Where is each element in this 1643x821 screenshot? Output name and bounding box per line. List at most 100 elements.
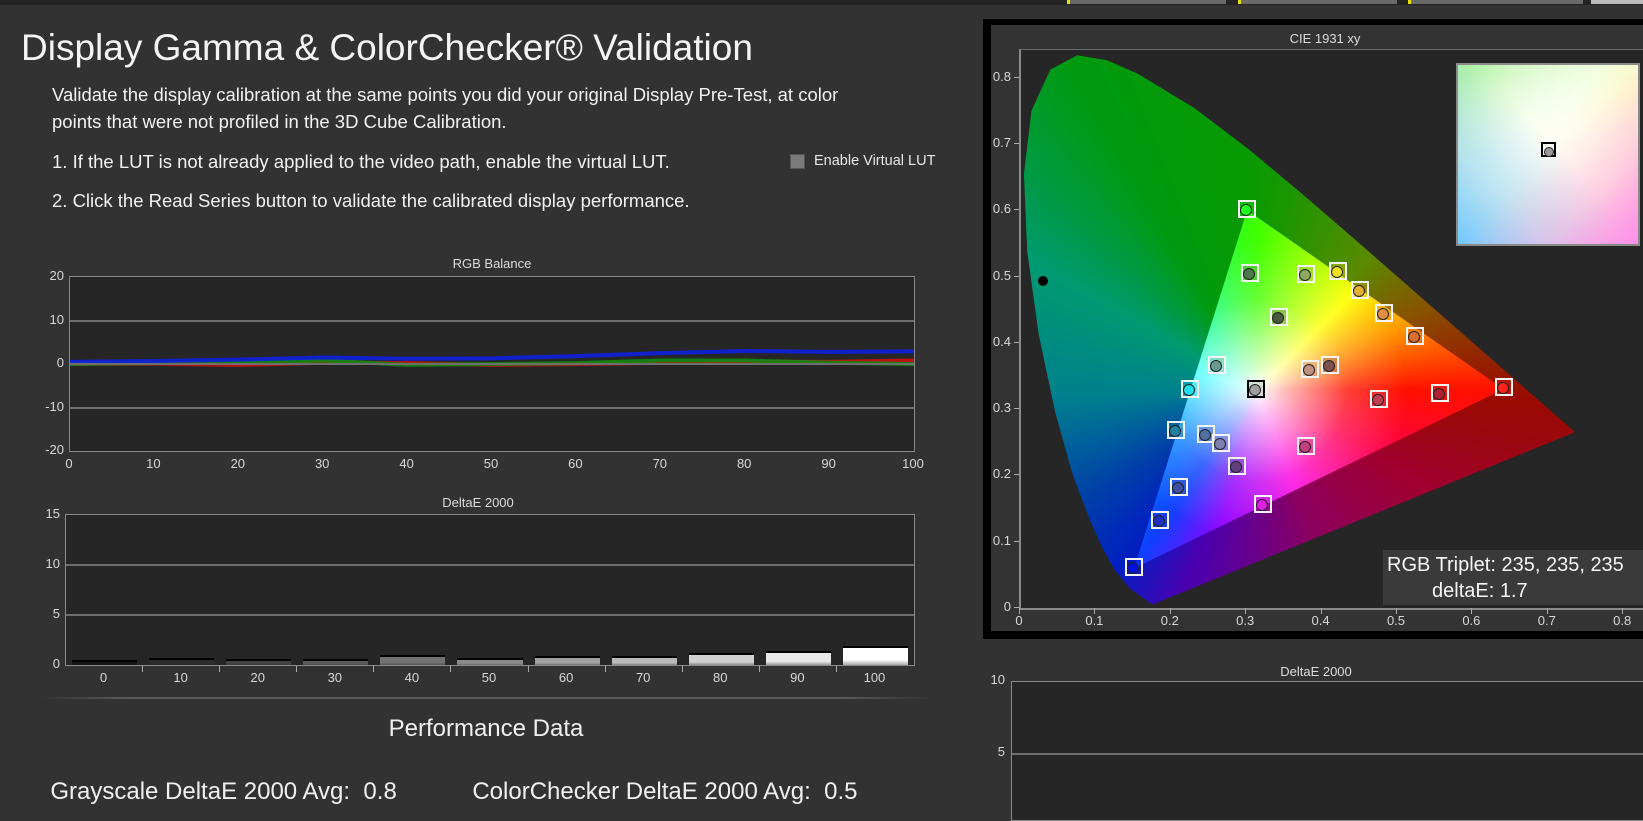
y-tick-label: 0	[52, 656, 60, 671]
x-tick-label: 20	[250, 670, 265, 685]
x-tick-label: 0.7	[1537, 613, 1556, 628]
x-tick-mark	[450, 666, 452, 672]
rgb-balance-title: RGB Balance	[452, 256, 532, 271]
x-tick-label: 60	[558, 670, 574, 685]
colorchecker-avg-label: ColorChecker DeltaE 2000 Avg:	[472, 778, 811, 805]
x-tick-label: 100	[902, 456, 924, 471]
step-2-text: 2. Click the Read Series button to valid…	[52, 190, 690, 211]
y-tick-mark	[1014, 209, 1019, 211]
gridline	[70, 406, 914, 409]
y-tick-label: 0.7	[992, 134, 1011, 150]
y-tick-label: 0	[56, 355, 64, 370]
colorchecker-avg: ColorChecker DeltaE 2000 Avg: 0.5	[459, 750, 857, 806]
measured-point	[1240, 203, 1253, 216]
measured-point	[1182, 383, 1195, 396]
x-tick-mark	[142, 666, 144, 672]
x-tick-label: 30	[327, 670, 343, 685]
grayscale-avg-value: 0.8	[363, 778, 397, 805]
series-line-blue	[70, 348, 914, 364]
intro-text-line-2: points that were not profiled in the 3D …	[52, 111, 507, 132]
x-tick-mark	[373, 666, 375, 672]
x-tick-mark	[1245, 608, 1247, 614]
x-tick-label: 40	[404, 670, 420, 685]
y-tick-label: 5	[997, 744, 1005, 759]
x-tick-label: 0	[99, 670, 108, 685]
bar	[303, 659, 369, 665]
y-tick-mark	[1014, 341, 1019, 343]
measured-point	[1256, 498, 1269, 511]
x-tick-mark	[758, 666, 760, 672]
y-tick-label: 0	[1003, 599, 1011, 614]
measured-point	[1299, 268, 1311, 281]
top-tab-3[interactable]	[1408, 0, 1583, 4]
x-tick-label: 0.8	[1613, 613, 1632, 628]
y-tick-mark	[1014, 474, 1019, 476]
measured-point	[1323, 359, 1336, 372]
inset-measured-marker	[1544, 147, 1554, 157]
y-tick-mark	[1014, 142, 1019, 144]
x-tick-label: 0	[1015, 613, 1023, 628]
x-tick-label: 30	[314, 456, 330, 471]
y-tick-label: 0.3	[992, 400, 1011, 416]
measured-point	[1353, 285, 1366, 298]
measured-point	[1249, 383, 1262, 396]
top-tab-4[interactable]	[1591, 0, 1643, 4]
enable-virtual-lut-checkbox[interactable]: Enable Virtual LUT	[790, 153, 935, 169]
cie-chart-title: CIE 1931 xy	[1289, 31, 1361, 46]
x-tick-mark	[296, 666, 298, 672]
y-tick-label: 0.2	[992, 466, 1011, 482]
deltae-bar-chart	[65, 514, 915, 666]
colorchecker-avg-value: 0.5	[824, 778, 858, 805]
performance-data-title: Performance Data	[388, 715, 584, 742]
enable-virtual-lut-label: Enable Virtual LUT	[814, 153, 936, 169]
measurement-readout: RGB Triplet: 235, 235, 235 deltaE: 1.7	[1383, 550, 1643, 605]
x-tick-label: 0.6	[1462, 613, 1481, 628]
x-tick-label: 20	[230, 456, 246, 471]
y-tick-label: 0.5	[992, 267, 1011, 283]
x-tick-label: 80	[736, 456, 752, 471]
x-tick-label: 0.2	[1160, 613, 1179, 628]
bar	[611, 656, 677, 665]
measured-point	[1198, 428, 1211, 441]
x-tick-mark	[1396, 608, 1397, 614]
x-tick-mark	[681, 666, 683, 672]
x-tick-mark	[1471, 608, 1473, 614]
x-tick-label: 90	[821, 456, 836, 471]
bar	[380, 655, 446, 665]
measured-point	[1330, 265, 1343, 278]
measured-point	[1433, 388, 1446, 401]
x-tick-label: 0.1	[1085, 613, 1104, 628]
y-tick-label: 0.1	[992, 532, 1011, 548]
lower-deltae-chart	[1011, 681, 1643, 821]
y-tick-label: 10	[49, 311, 64, 327]
gridline	[1012, 753, 1643, 755]
x-tick-label: 100	[863, 670, 886, 685]
reference-dot	[1037, 276, 1048, 287]
bar	[842, 646, 908, 665]
x-tick-label: 0.4	[1311, 613, 1330, 628]
measured-point	[1169, 425, 1182, 438]
bar	[765, 651, 831, 665]
x-tick-label: 50	[483, 456, 499, 471]
y-tick-mark	[1014, 607, 1019, 608]
y-tick-label: 5	[52, 606, 60, 621]
grayscale-avg: Grayscale DeltaE 2000 Avg: 0.8	[37, 750, 397, 806]
step-1-text: 1. If the LUT is not already applied to …	[52, 151, 670, 172]
top-tab-2[interactable]	[1238, 0, 1397, 4]
rgb-triplet-text: RGB Triplet: 235, 235, 235	[1387, 554, 1624, 576]
x-tick-mark	[219, 666, 221, 672]
grayscale-avg-label: Grayscale DeltaE 2000 Avg:	[50, 778, 351, 805]
x-tick-label: 80	[713, 670, 728, 685]
top-tab-1[interactable]	[1067, 0, 1226, 4]
rgb-balance-chart	[69, 276, 915, 452]
measured-point	[1372, 394, 1385, 407]
x-tick-label: 0	[65, 456, 73, 471]
measured-point	[1299, 441, 1311, 454]
measured-point	[1407, 331, 1420, 344]
y-tick-label: 20	[49, 268, 64, 283]
y-tick-label: 10	[45, 556, 60, 571]
bar	[149, 658, 215, 665]
checkbox-box[interactable]	[790, 153, 805, 169]
bar	[534, 656, 600, 665]
gridline	[70, 319, 914, 322]
